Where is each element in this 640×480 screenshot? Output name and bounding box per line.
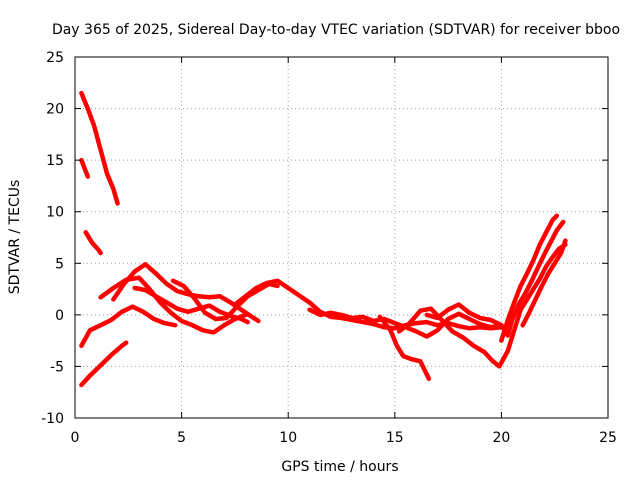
series-trace-n xyxy=(424,219,566,338)
x-tick-label: 15 xyxy=(386,430,404,446)
y-axis-label: SDTVAR / TECUs xyxy=(7,180,23,295)
series-trace-o xyxy=(499,213,560,343)
y-tick-label: 5 xyxy=(55,256,64,272)
series-trace-j xyxy=(232,278,504,331)
y-tick-label: -10 xyxy=(41,411,64,427)
series-trace-i xyxy=(170,278,280,322)
y-tick-label: 0 xyxy=(55,308,64,324)
y-tick-label: 15 xyxy=(46,153,64,169)
axis-ticks: 0 5 10 15 20 25 -10 -5 0 5 10 15 20 25 xyxy=(41,50,617,446)
plot-frame xyxy=(74,56,609,419)
series-trace-m xyxy=(396,242,568,369)
series-trace-c xyxy=(83,230,103,256)
data-series xyxy=(79,90,568,388)
x-tick-label: 25 xyxy=(599,430,617,446)
y-tick-label: 20 xyxy=(46,102,64,118)
series-trace-p xyxy=(520,238,568,328)
series-trace-h xyxy=(132,285,250,325)
y-tick-label: 10 xyxy=(46,205,64,221)
x-tick-label: 5 xyxy=(177,430,186,446)
x-tick-label: 10 xyxy=(279,430,297,446)
x-axis-label: GPS time / hours xyxy=(281,459,398,475)
series-trace-l xyxy=(377,314,432,382)
chart-title: Day 365 of 2025, Sidereal Day-to-day VTE… xyxy=(52,22,620,38)
grid xyxy=(75,57,608,418)
series-trace-b xyxy=(79,157,91,179)
y-tick-label: -5 xyxy=(50,359,64,375)
series-trace-e xyxy=(79,340,129,388)
y-tick-label: 25 xyxy=(46,50,64,66)
series-trace-a xyxy=(79,90,120,206)
series-trace-d xyxy=(79,304,178,349)
x-tick-label: 0 xyxy=(71,430,80,446)
x-tick-label: 20 xyxy=(492,430,510,446)
